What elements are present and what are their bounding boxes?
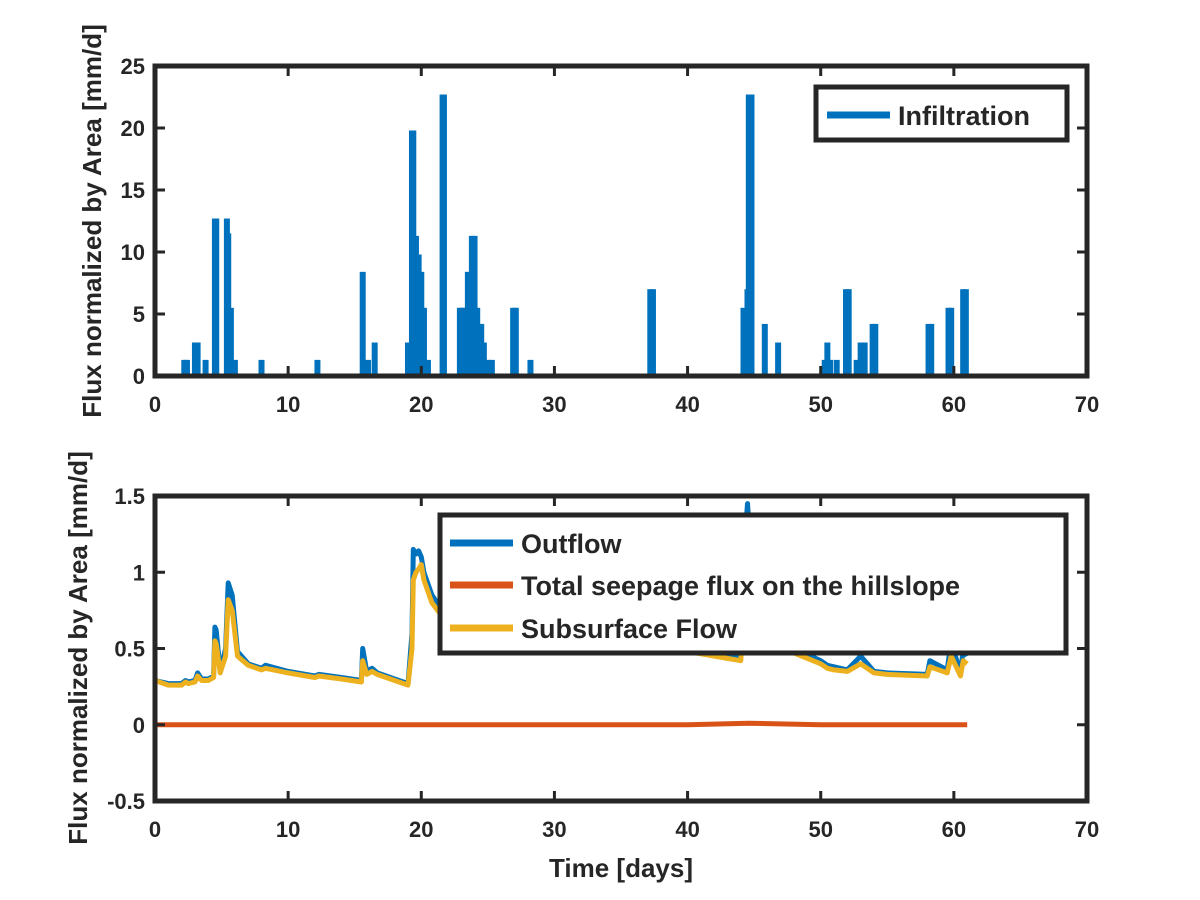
outflow-line bbox=[155, 501, 970, 687]
x-tick-label: 10 bbox=[276, 817, 300, 842]
infiltration-bar bbox=[227, 307, 234, 376]
x-tick-label: 50 bbox=[808, 817, 832, 842]
infiltration-bar bbox=[213, 218, 220, 376]
infiltration-bar bbox=[464, 271, 471, 376]
x-tick-label: 20 bbox=[409, 392, 433, 417]
x-tick-label: 0 bbox=[149, 392, 161, 417]
infiltration-bar bbox=[474, 307, 481, 376]
seepage-line bbox=[155, 720, 968, 728]
infiltration-bars bbox=[155, 94, 969, 376]
x-tick-label: 60 bbox=[942, 817, 966, 842]
subsurface-line bbox=[155, 554, 969, 688]
y-tick-label: 1.5 bbox=[114, 484, 145, 509]
x-tick-label: 20 bbox=[409, 817, 433, 842]
infiltration-bar bbox=[258, 359, 265, 376]
x-tick-label: 70 bbox=[1075, 817, 1099, 842]
infiltration-bar bbox=[512, 307, 519, 376]
legend-label-infiltration: Infiltration bbox=[898, 101, 1030, 131]
ylabel-bottom: Flux normalized by Area [mm/d] bbox=[63, 451, 93, 844]
infiltration-bar bbox=[371, 342, 378, 376]
legend-bottom: Outflow Total seepage flux on the hillsl… bbox=[437, 512, 1069, 656]
x-tick-label: 40 bbox=[675, 392, 699, 417]
infiltration-bar bbox=[775, 342, 782, 376]
infiltration-bar bbox=[824, 342, 831, 376]
infiltration-bar bbox=[857, 342, 864, 376]
legend-label-outflow: Outflow bbox=[521, 529, 622, 559]
infiltration-bar bbox=[420, 307, 427, 376]
x-tick-label: 50 bbox=[808, 392, 832, 417]
y-tick-label: 10 bbox=[121, 240, 145, 265]
infiltration-bar bbox=[359, 271, 366, 376]
legend-box-bottom bbox=[437, 512, 1069, 656]
tick-labels-bottom: 0 10 20 30 40 50 60 70-0.500.511.5 bbox=[107, 484, 1099, 842]
legend-label-seepage: Total seepage flux on the hillslope bbox=[521, 571, 960, 601]
y-tick-label: 0 bbox=[133, 364, 145, 389]
infiltration-bar bbox=[202, 359, 209, 376]
infiltration-bar bbox=[962, 289, 969, 376]
y-tick-label: 0.5 bbox=[114, 637, 145, 662]
infiltration-bar bbox=[827, 359, 834, 376]
infiltration-bar bbox=[748, 94, 755, 376]
legend-top: Infiltration bbox=[813, 84, 1070, 143]
infiltration-bar bbox=[861, 342, 868, 376]
infiltration-bar bbox=[440, 94, 447, 376]
subplot-flows: 0 10 20 30 40 50 60 70-0.500.511.5 Flux normali… bbox=[63, 451, 1099, 883]
infiltration-bar bbox=[471, 235, 478, 376]
infiltration-bar bbox=[488, 359, 495, 376]
x-tick-label: 10 bbox=[276, 392, 300, 417]
infiltration-bar bbox=[761, 323, 768, 376]
axes-frame-bottom bbox=[152, 493, 1090, 804]
y-tick-label: 0 bbox=[133, 713, 145, 738]
infiltration-bar bbox=[649, 289, 656, 376]
infiltration-bar bbox=[928, 323, 935, 376]
x-tick-label: 70 bbox=[1075, 392, 1099, 417]
x-tick-label: 30 bbox=[542, 392, 566, 417]
infiltration-bar bbox=[527, 359, 534, 376]
flow-lines bbox=[155, 501, 970, 728]
x-tick-label: 30 bbox=[542, 817, 566, 842]
infiltration-bar bbox=[183, 359, 190, 376]
y-tick-label: -0.5 bbox=[107, 789, 145, 814]
y-tick-label: 25 bbox=[121, 54, 145, 79]
x-tick-label: 40 bbox=[675, 817, 699, 842]
infiltration-bar bbox=[833, 359, 840, 376]
xlabel-bottom: Time [days] bbox=[549, 853, 693, 883]
ylabel-top: Flux normalized by Area [mm/d] bbox=[77, 24, 107, 417]
y-tick-label: 15 bbox=[121, 178, 145, 203]
infiltration-bar bbox=[853, 359, 860, 376]
x-tick-label: 60 bbox=[942, 392, 966, 417]
axes-frame-top bbox=[152, 63, 1090, 379]
y-tick-label: 20 bbox=[121, 116, 145, 141]
infiltration-bar bbox=[365, 359, 372, 376]
tick-labels-top: 0 10 20 30 40 50 60 70 0 5 10 15 20 25 bbox=[121, 54, 1100, 417]
subplot-infiltration: 0 10 20 30 40 50 60 70 0 5 10 15 20 25 Flux normalize… bbox=[77, 24, 1099, 417]
infiltration-bar bbox=[480, 342, 487, 376]
infiltration-bar bbox=[484, 359, 491, 376]
x-tick-label: 0 bbox=[149, 817, 161, 842]
infiltration-bar bbox=[740, 307, 747, 376]
infiltration-bar bbox=[845, 289, 852, 376]
infiltration-bar bbox=[872, 323, 879, 376]
axes-box bbox=[152, 63, 1090, 379]
infiltration-bar bbox=[225, 233, 232, 376]
legend-label-subsurface: Subsurface Flow bbox=[521, 614, 738, 644]
infiltration-bar bbox=[404, 342, 411, 376]
y-tick-label: 1 bbox=[133, 560, 145, 585]
infiltration-bar bbox=[948, 307, 955, 376]
infiltration-bar bbox=[231, 359, 238, 376]
infiltration-bar bbox=[194, 342, 201, 376]
infiltration-bar bbox=[424, 359, 431, 376]
infiltration-bar bbox=[314, 359, 321, 376]
y-tick-label: 5 bbox=[133, 302, 145, 327]
